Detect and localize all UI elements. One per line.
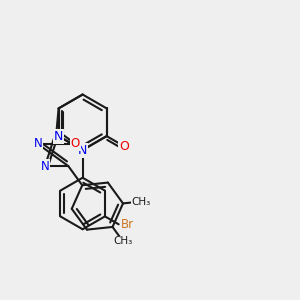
Text: N: N (33, 137, 42, 150)
Text: N: N (40, 160, 50, 172)
Text: CH₃: CH₃ (113, 236, 133, 246)
Text: Br: Br (121, 218, 134, 231)
Text: N: N (78, 143, 87, 157)
Text: O: O (119, 140, 129, 152)
Text: CH₃: CH₃ (131, 196, 150, 207)
Text: O: O (71, 137, 80, 150)
Text: N: N (54, 130, 63, 142)
